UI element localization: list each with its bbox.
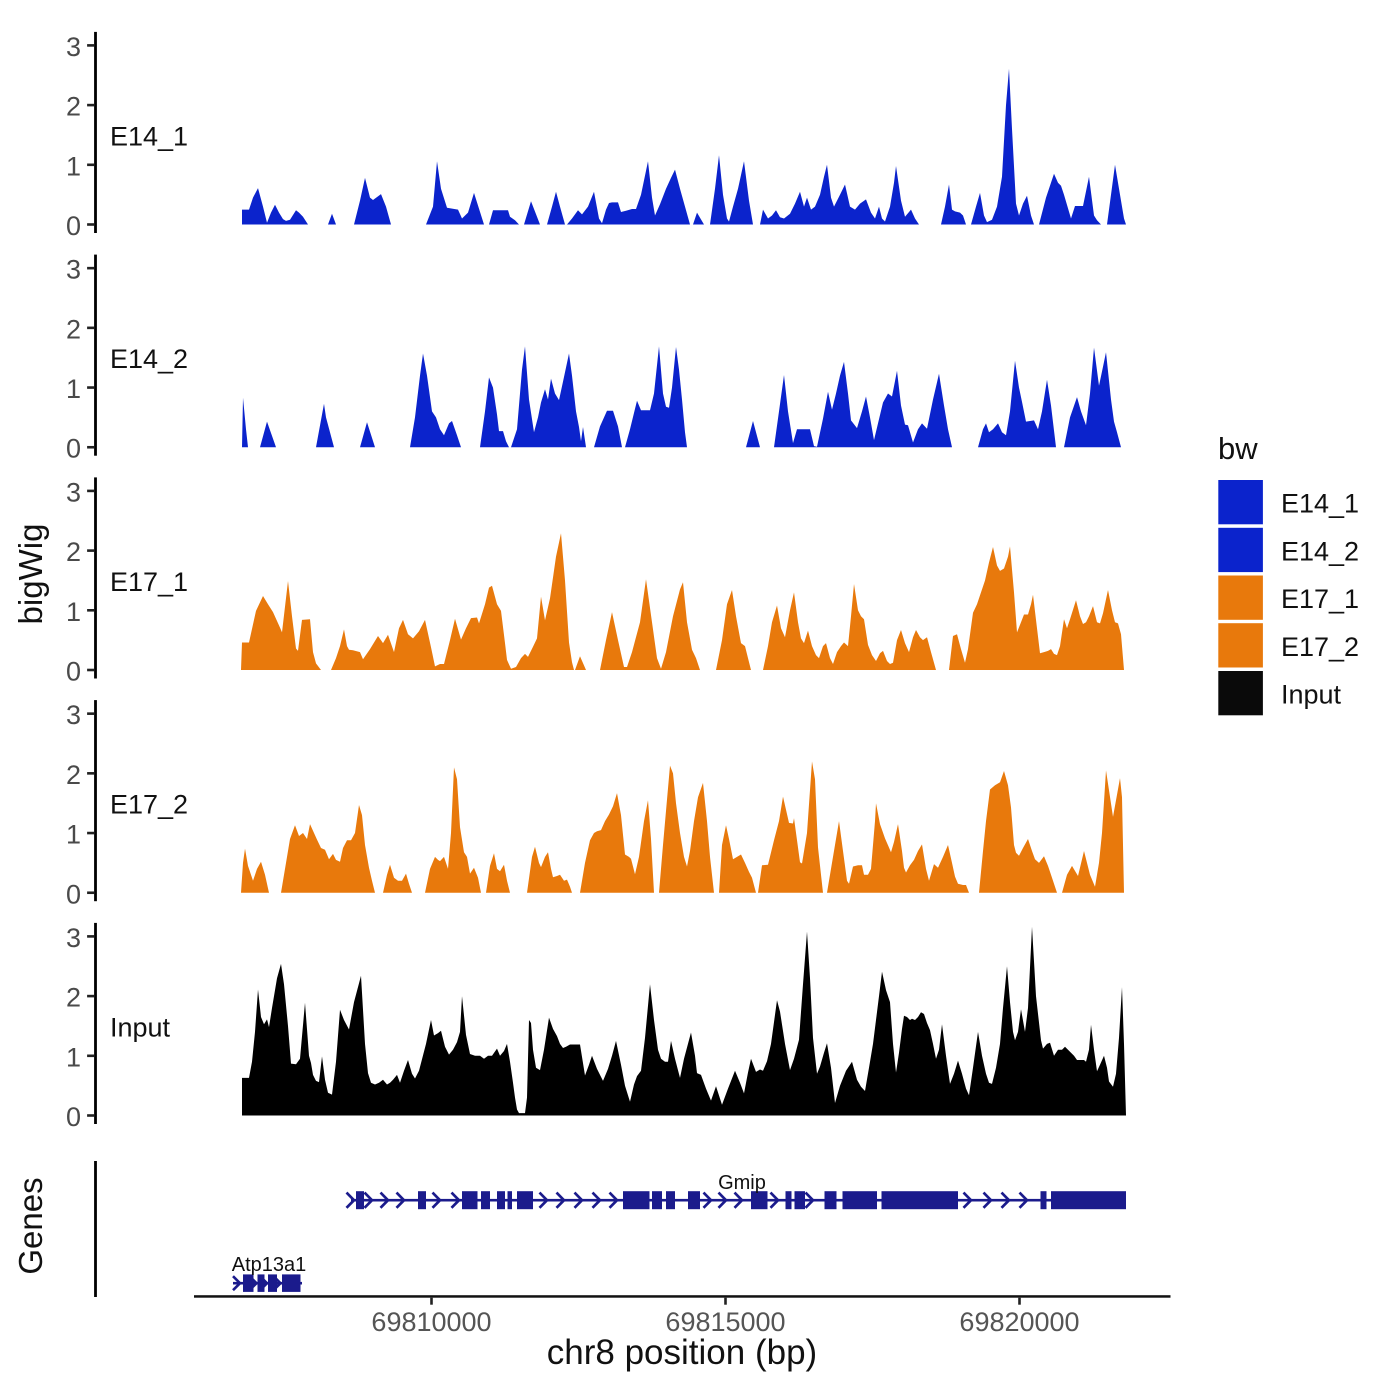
svg-text:3: 3 — [66, 32, 81, 62]
svg-text:E14_2: E14_2 — [1281, 537, 1359, 567]
svg-text:Gmip: Gmip — [718, 1172, 766, 1194]
svg-text:Input: Input — [1281, 680, 1342, 710]
svg-text:E17_2: E17_2 — [1281, 632, 1359, 662]
svg-text:2: 2 — [66, 760, 81, 790]
svg-text:1: 1 — [66, 151, 81, 181]
svg-text:0: 0 — [66, 434, 81, 464]
svg-text:2: 2 — [66, 92, 81, 122]
svg-text:2: 2 — [66, 314, 81, 344]
svg-text:Genes: Genes — [12, 1177, 49, 1274]
svg-text:69820000: 69820000 — [959, 1307, 1079, 1337]
svg-text:bw: bw — [1218, 431, 1258, 466]
svg-text:69815000: 69815000 — [665, 1307, 785, 1337]
svg-text:Atp13a1: Atp13a1 — [232, 1254, 307, 1276]
svg-text:1: 1 — [66, 597, 81, 627]
svg-text:chr8 position (bp): chr8 position (bp) — [547, 1333, 817, 1372]
svg-text:2: 2 — [66, 537, 81, 567]
svg-text:3: 3 — [66, 700, 81, 730]
svg-text:0: 0 — [66, 211, 81, 241]
svg-text:E14_1: E14_1 — [110, 121, 188, 151]
svg-text:1: 1 — [66, 374, 81, 404]
svg-text:bigWig: bigWig — [12, 524, 49, 625]
svg-text:0: 0 — [66, 1102, 81, 1132]
svg-text:0: 0 — [66, 657, 81, 687]
svg-text:E17_1: E17_1 — [1281, 584, 1359, 614]
svg-text:1: 1 — [66, 1042, 81, 1072]
svg-text:E17_2: E17_2 — [110, 790, 188, 820]
svg-text:E14_2: E14_2 — [110, 344, 188, 374]
svg-text:3: 3 — [66, 923, 81, 953]
svg-text:2: 2 — [66, 983, 81, 1013]
svg-text:3: 3 — [66, 477, 81, 507]
svg-text:69810000: 69810000 — [371, 1307, 491, 1337]
svg-text:E17_1: E17_1 — [110, 567, 188, 597]
svg-text:0: 0 — [66, 879, 81, 909]
svg-text:Input: Input — [110, 1013, 171, 1043]
svg-text:3: 3 — [66, 255, 81, 285]
svg-text:E14_1: E14_1 — [1281, 489, 1359, 519]
svg-text:1: 1 — [66, 820, 81, 850]
